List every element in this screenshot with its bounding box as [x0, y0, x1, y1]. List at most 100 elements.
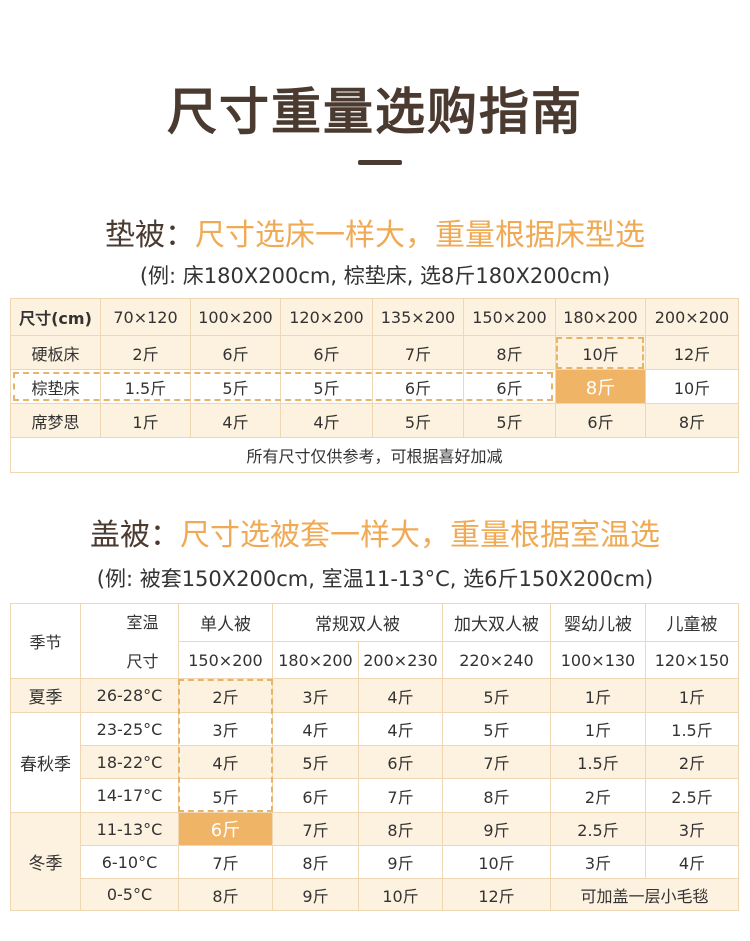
weight-cell: 1.5斤 [100, 369, 191, 404]
weight-cell: 10斤 [555, 335, 646, 370]
weight-cell: 7斤 [358, 778, 443, 813]
weight-cell: 9斤 [442, 812, 551, 846]
season-header: 季节 [10, 603, 81, 679]
weight-cell: 10斤 [358, 878, 443, 911]
weight-cell: 6斤 [372, 369, 464, 404]
group-header: 儿童被 [645, 603, 739, 642]
column-header: 70×120 [100, 298, 191, 336]
section-label: 盖被： [90, 518, 180, 553]
weight-cell: 8斤 [645, 403, 739, 438]
weight-cell: 4斤 [358, 712, 443, 746]
weight-cell: 3斤 [178, 712, 273, 746]
weight-cell: 2斤 [550, 778, 646, 813]
weight-cell: 3斤 [272, 678, 359, 713]
corner-header: 尺寸(cm) [10, 298, 101, 336]
temp-header: 室温 [126, 612, 159, 632]
season-cell: 夏季 [10, 678, 81, 713]
temp-cell: 18-22°C [80, 745, 179, 779]
size-header: 200×230 [358, 641, 443, 679]
size-header: 220×240 [442, 641, 551, 679]
column-header: 180×200 [555, 298, 646, 336]
weight-cell: 5斤 [178, 778, 273, 813]
column-header: 100×200 [190, 298, 281, 336]
weight-cell: 可加盖一层小毛毯 [550, 878, 739, 911]
size-header: 尺寸 [126, 652, 159, 671]
section-heading: 垫被：尺寸选床一样大，重量根据床型选 [0, 210, 750, 254]
group-header: 单人被 [178, 603, 273, 642]
season-cell: 冬季 [10, 812, 81, 911]
weight-cell: 8斤 [442, 778, 551, 813]
weight-cell: 3斤 [550, 845, 646, 879]
weight-cell: 8斤 [358, 812, 443, 846]
weight-cell: 6斤 [358, 745, 443, 779]
weight-cell: 5斤 [442, 678, 551, 713]
weight-cell: 5斤 [190, 369, 281, 404]
weight-cell: 7斤 [372, 335, 464, 370]
row-header: 席梦思 [10, 403, 101, 438]
weight-cell: 5斤 [463, 403, 556, 438]
weight-cell: 10斤 [645, 369, 739, 404]
weight-cell: 6斤 [280, 335, 373, 370]
column-header: 200×200 [645, 298, 739, 336]
temp-cell: 0-5°C [80, 878, 179, 911]
weight-cell: 9斤 [272, 878, 359, 911]
row-header: 硬板床 [10, 335, 101, 370]
temp-cell: 11-13°C [80, 812, 179, 846]
weight-cell: 4斤 [358, 678, 443, 713]
weight-cell: 1斤 [550, 712, 646, 746]
weight-cell: 1斤 [100, 403, 191, 438]
title: 尺寸重量选购指南 [167, 83, 583, 141]
size-header: 120×150 [645, 641, 739, 679]
weight-cell: 4斤 [645, 845, 739, 879]
weight-cell: 4斤 [190, 403, 281, 438]
weight-cell: 6斤 [272, 778, 359, 813]
column-header: 120×200 [280, 298, 373, 336]
weight-cell: 6斤 [178, 812, 273, 846]
weight-cell: 1.5斤 [550, 745, 646, 779]
section-text: 尺寸选被套一样大，重量根据室温选 [180, 518, 660, 553]
temp-cell: 23-25°C [80, 712, 179, 746]
diagonal-header [80, 603, 179, 679]
weight-cell: 7斤 [178, 845, 273, 879]
weight-cell: 8斤 [555, 369, 646, 404]
weight-cell: 1.5斤 [645, 712, 739, 746]
weight-cell: 3斤 [645, 812, 739, 846]
weight-cell: 2斤 [100, 335, 191, 370]
section-text: 尺寸选床一样大，重量根据床型选 [195, 218, 645, 253]
weight-cell: 2斤 [645, 745, 739, 779]
weight-cell: 5斤 [372, 403, 464, 438]
weight-cell: 1斤 [645, 678, 739, 713]
weight-cell: 6斤 [555, 403, 646, 438]
weight-cell: 9斤 [358, 845, 443, 879]
group-header: 加大双人被 [442, 603, 551, 642]
temp-cell: 6-10°C [80, 845, 179, 879]
row-header: 棕垫床 [10, 369, 101, 404]
weight-cell: 10斤 [442, 845, 551, 879]
weight-cell: 8斤 [272, 845, 359, 879]
column-header: 150×200 [463, 298, 556, 336]
group-header: 婴幼儿被 [550, 603, 646, 642]
section-heading: 盖被：尺寸选被套一样大，重量根据室温选 [0, 510, 750, 554]
table-note: 所有尺寸仅供参考，可根据喜好加减 [10, 437, 739, 473]
weight-cell: 7斤 [272, 812, 359, 846]
section-label: 垫被： [105, 218, 195, 253]
weight-cell: 7斤 [442, 745, 551, 779]
size-header: 150×200 [178, 641, 273, 679]
example: (例: 床180X200cm, 棕垫床, 选8斤180X200cm) [139, 264, 611, 288]
weight-cell: 4斤 [178, 745, 273, 779]
weight-cell: 1斤 [550, 678, 646, 713]
weight-cell: 5斤 [442, 712, 551, 746]
temp-cell: 14-17°C [80, 778, 179, 813]
weight-cell: 2.5斤 [645, 778, 739, 813]
weight-cell: 12斤 [645, 335, 739, 370]
column-header: 135×200 [372, 298, 464, 336]
example: (例: 被套150X200cm, 室温11-13°C, 选6斤150X200cm… [96, 567, 654, 591]
size-header: 100×130 [550, 641, 646, 679]
weight-cell: 4斤 [280, 403, 373, 438]
weight-cell: 12斤 [442, 878, 551, 911]
weight-cell: 2斤 [178, 678, 273, 713]
weight-cell: 8斤 [178, 878, 273, 911]
group-header: 常规双人被 [272, 603, 443, 642]
weight-cell: 6斤 [190, 335, 281, 370]
